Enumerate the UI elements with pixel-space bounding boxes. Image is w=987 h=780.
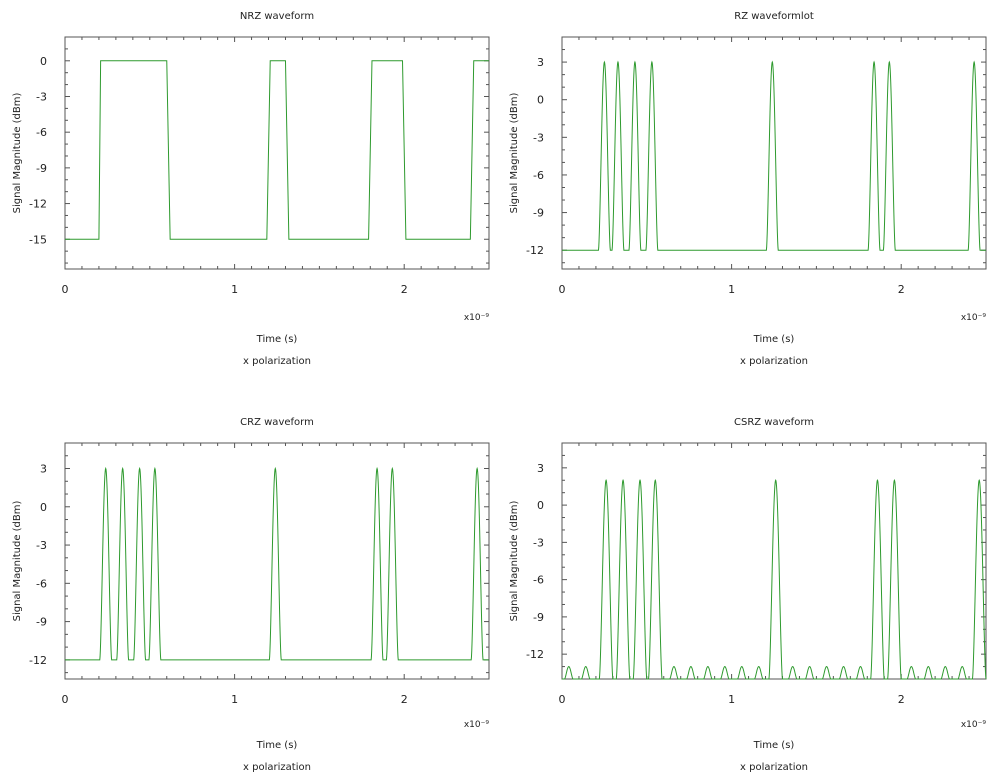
chart-title: CRZ waveform [240, 417, 314, 428]
x-tick-label: 2 [898, 693, 905, 706]
x-axis-sublabel: x polarization [243, 356, 311, 367]
y-axis-label: Signal Magnitude (dBm) [12, 93, 23, 214]
y-axis-label: Signal Magnitude (dBm) [12, 501, 23, 622]
rz-chart: RZ waveformlot 3 0 -3 -6 -9 -12 0 1 2 Signal Mag… [509, 11, 987, 367]
x-tick-label: 2 [898, 283, 905, 296]
y-tick-label: 0 [537, 499, 544, 512]
chart-title: RZ waveformlot [734, 11, 814, 22]
plot-frame [64, 36, 490, 270]
y-tick-label: -12 [29, 654, 47, 667]
y-tick-label: -6 [36, 126, 47, 139]
trace-group [65, 60, 489, 240]
x-axis-label: Time (s) [256, 740, 298, 751]
series-line [562, 478, 987, 680]
y-tick-label: 0 [537, 94, 544, 107]
y-tick-label: -9 [36, 616, 47, 629]
chart-title: CSRZ waveform [734, 417, 814, 428]
y-tick-label: -12 [526, 244, 544, 257]
y-tick-label: -9 [36, 162, 47, 175]
series-line [562, 60, 986, 251]
nrz-chart: NRZ waveform 0 -3 -6 -9 -12 -15 0 1 2 Signal Mag… [12, 11, 490, 367]
y-tick-label: -12 [29, 198, 47, 211]
x-tick-label: 2 [401, 283, 408, 296]
x-axis-sublabel: x polarization [243, 762, 311, 773]
x-axis-label: Time (s) [256, 334, 298, 345]
x-tick-label: 1 [728, 283, 735, 296]
y-axis-label: Signal Magnitude (dBm) [509, 501, 520, 622]
y-tick-label: -12 [526, 648, 544, 661]
y-tick-label: 3 [40, 463, 47, 476]
x-tick-label: 2 [401, 693, 408, 706]
x-scale-label: x10⁻⁹ [464, 720, 490, 730]
y-tick-label: 0 [40, 501, 47, 514]
x-tick-label: 1 [231, 283, 238, 296]
y-tick-label: -6 [36, 577, 47, 590]
y-tick-label: 0 [40, 55, 47, 68]
crz-chart: CRZ waveform 3 0 -3 -6 -9 -12 0 1 2 Signal Magni… [12, 417, 490, 773]
plot-frame [561, 442, 987, 680]
y-tick-label: 3 [537, 462, 544, 475]
y-tick-label: 3 [537, 56, 544, 69]
y-tick-label: -3 [533, 131, 544, 144]
y-tick-label: -6 [533, 169, 544, 182]
tick-group: 0 -3 -6 -9 -12 -15 0 1 2 [29, 36, 490, 296]
chart-title: NRZ waveform [240, 11, 314, 22]
series-line [65, 60, 489, 240]
csrz-chart: CSRZ waveform 3 0 -3 -6 -9 -12 0 1 2 Signal Magn… [509, 417, 987, 773]
y-tick-label: -6 [533, 574, 544, 587]
series-line [65, 466, 489, 661]
y-tick-label: -9 [533, 611, 544, 624]
tick-group: 3 0 -3 -6 -9 -12 0 1 2 [526, 36, 987, 296]
trace-group [562, 478, 987, 680]
x-tick-label: 1 [728, 693, 735, 706]
trace-group [65, 466, 489, 661]
plot-frame [64, 442, 490, 680]
x-axis-label: Time (s) [753, 334, 795, 345]
plot-frame [561, 36, 987, 270]
y-tick-label: -3 [36, 539, 47, 552]
trace-group [562, 60, 986, 251]
x-tick-label: 0 [62, 283, 69, 296]
y-tick-label: -3 [533, 536, 544, 549]
y-tick-label: -9 [533, 207, 544, 220]
x-axis-sublabel: x polarization [740, 356, 808, 367]
x-axis-label: Time (s) [753, 740, 795, 751]
x-scale-label: x10⁻⁹ [961, 313, 987, 323]
x-tick-label: 1 [231, 693, 238, 706]
y-axis-label: Signal Magnitude (dBm) [509, 93, 520, 214]
x-tick-label: 0 [62, 693, 69, 706]
x-scale-label: x10⁻⁹ [464, 313, 490, 323]
x-tick-label: 0 [559, 283, 566, 296]
y-tick-label: -15 [29, 233, 47, 246]
tick-group: 3 0 -3 -6 -9 -12 0 1 2 [526, 442, 987, 706]
y-tick-label: -3 [36, 90, 47, 103]
x-tick-label: 0 [559, 693, 566, 706]
tick-group: 3 0 -3 -6 -9 -12 0 1 2 [29, 442, 490, 706]
x-axis-sublabel: x polarization [740, 762, 808, 773]
x-scale-label: x10⁻⁹ [961, 720, 987, 730]
